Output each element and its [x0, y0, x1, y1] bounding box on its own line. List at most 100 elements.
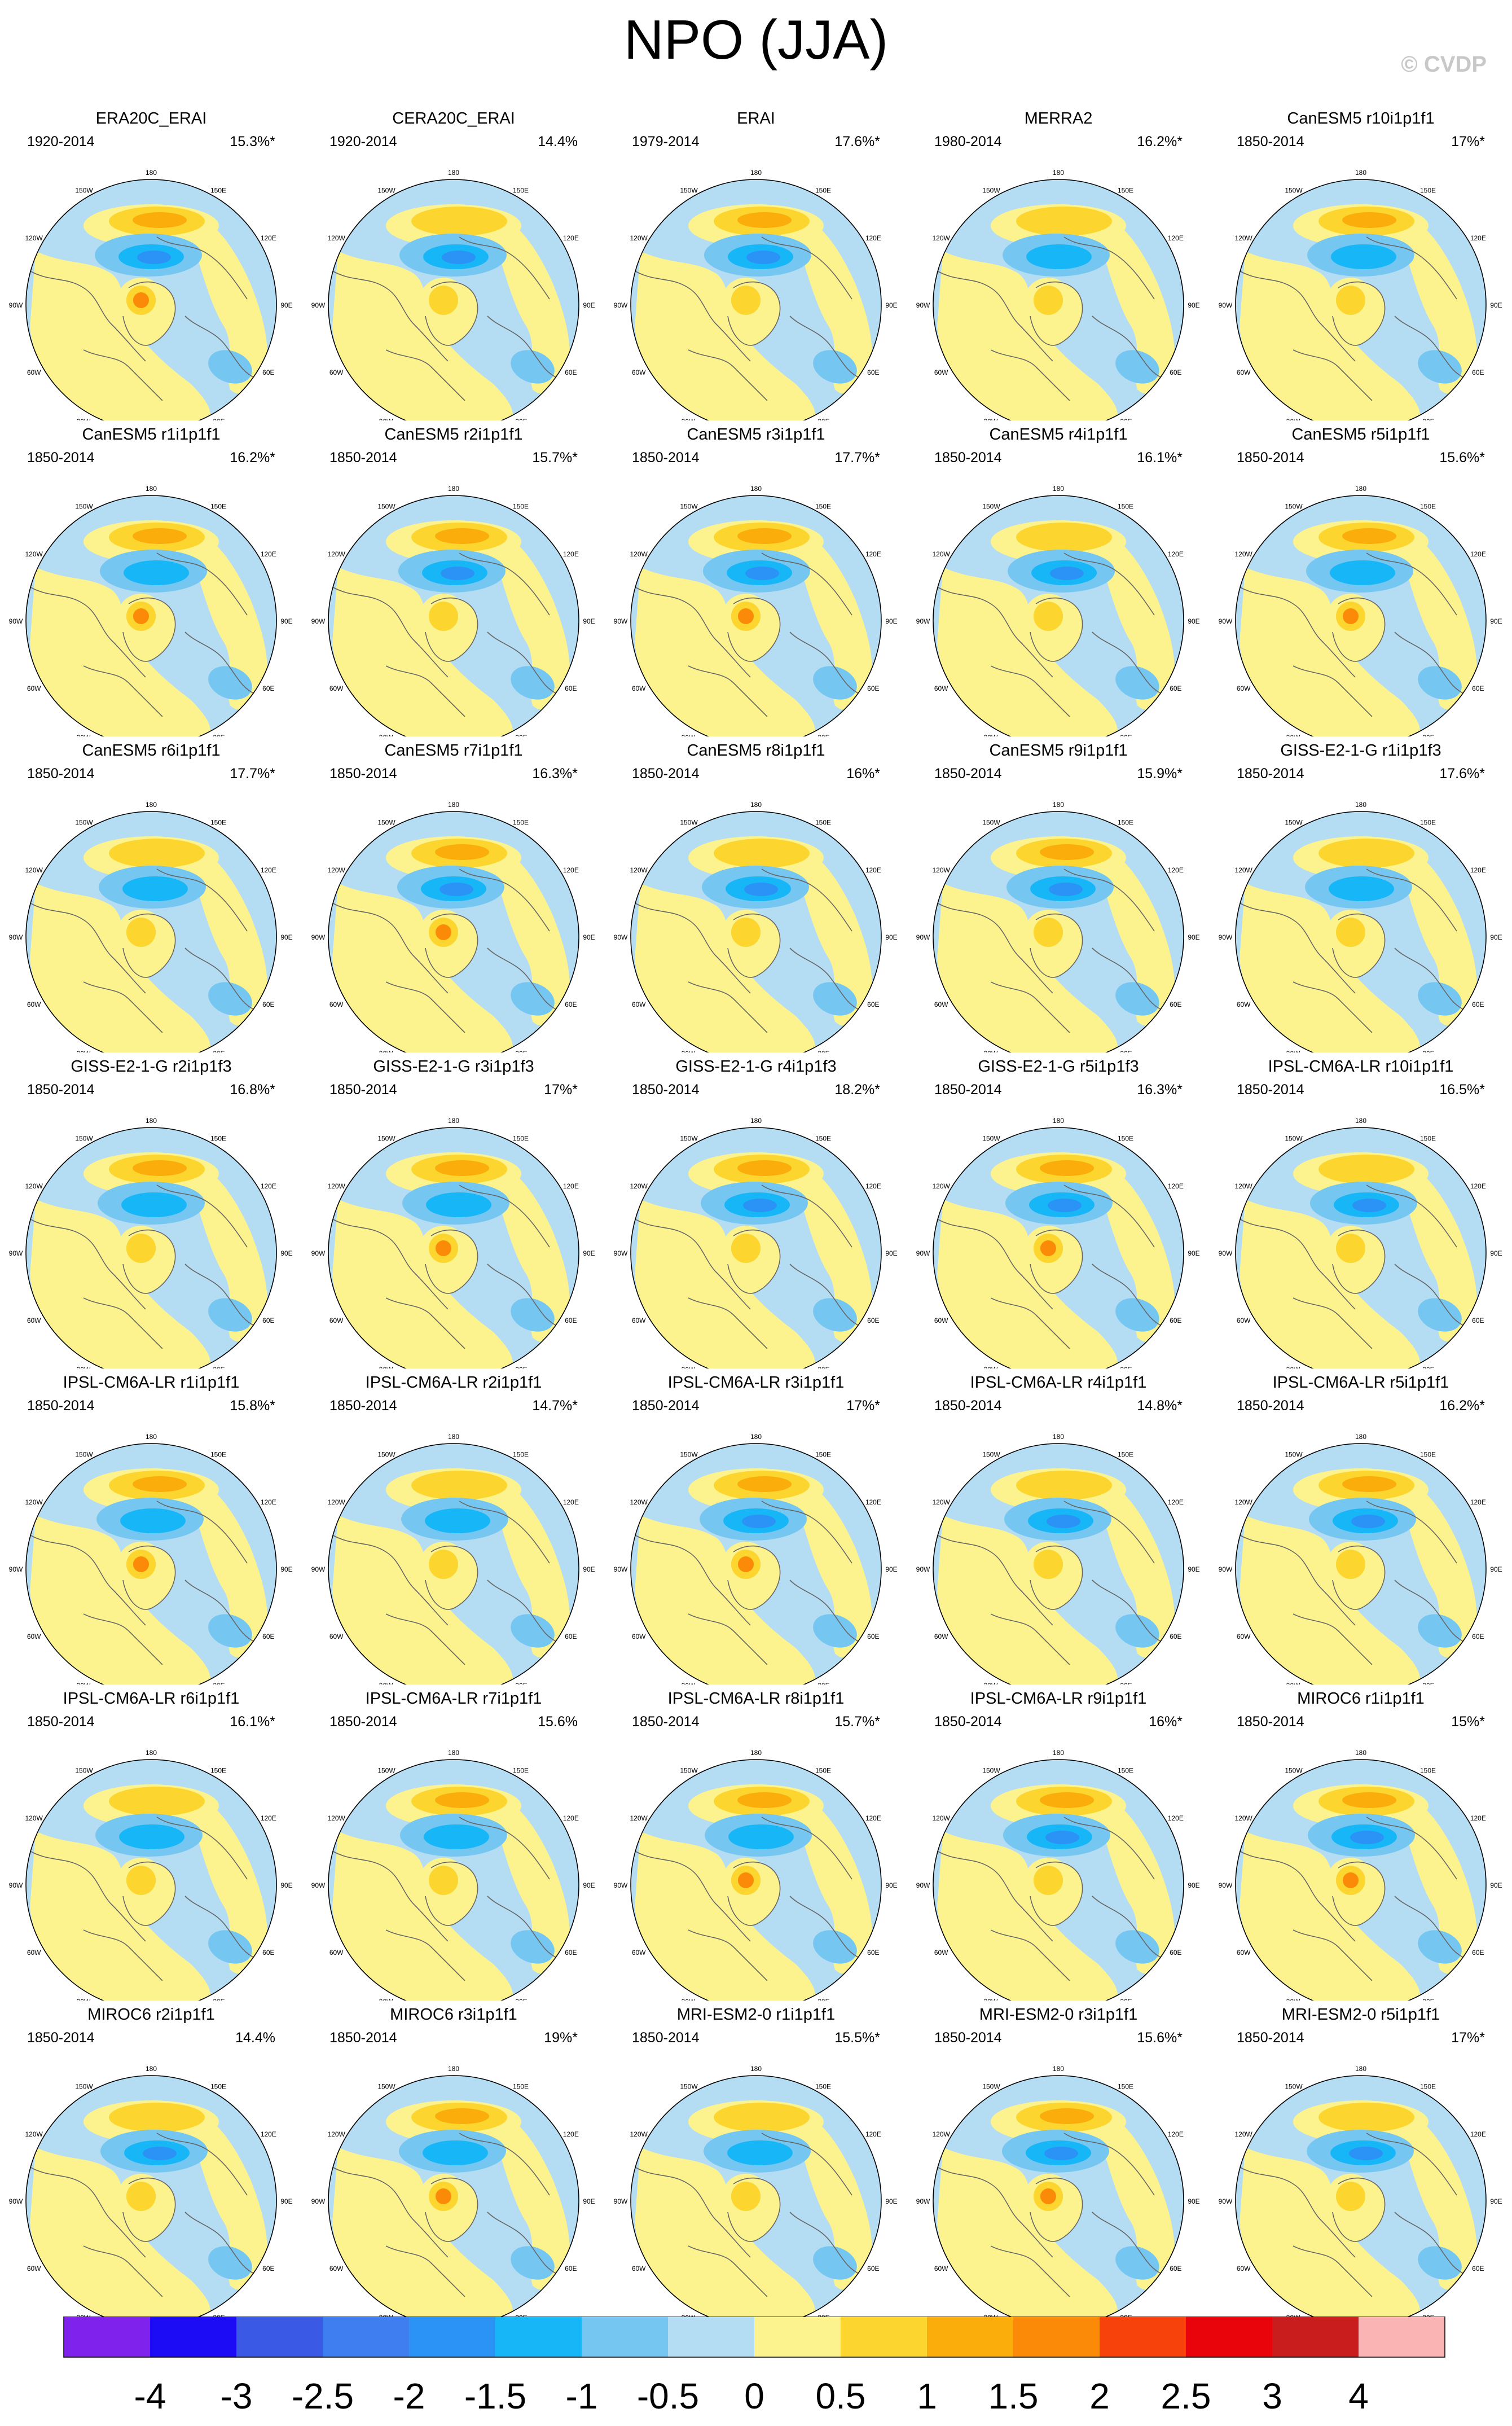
- longitude-label: 90E: [280, 933, 292, 941]
- polar-anomaly-lobe: [429, 1550, 458, 1579]
- longitude-label: 60W: [27, 685, 41, 692]
- coastline: [122, 1545, 176, 1610]
- longitude-label: 60W: [632, 1949, 646, 1956]
- positive-anomaly-lobe: [1318, 2103, 1414, 2132]
- panel-years: 1920-2014: [27, 134, 95, 150]
- longitude-label: 30W: [984, 1050, 998, 1052]
- longitude-label: 90W: [614, 1249, 628, 1257]
- polar-anomaly-core: [1040, 1240, 1056, 1256]
- positive-anomaly-core: [133, 1476, 187, 1492]
- positive-anomaly-region: [30, 251, 210, 420]
- polar-map: 180150W150E120W120E90W90E60W60E30W30E0: [1219, 2065, 1502, 2317]
- positive-anomaly-region: [797, 1479, 872, 1658]
- longitude-label: 180: [448, 801, 459, 809]
- map-panel: 180150W150E120W120E90W90E60W60E30W30E0IP…: [1210, 1052, 1512, 1368]
- longitude-label: 60W: [934, 2265, 948, 2273]
- longitude-label: 150E: [1420, 2083, 1436, 2091]
- positive-anomaly-lobe: [1318, 1155, 1414, 1184]
- positive-anomaly-region: [192, 1795, 267, 1974]
- longitude-label: 120E: [865, 866, 881, 874]
- polar-anomaly-core: [436, 2188, 451, 2204]
- colorbar-swatch: [927, 2317, 1014, 2357]
- longitude-label: 30W: [682, 418, 696, 420]
- map-border: [25, 1443, 277, 1684]
- coastline: [1092, 315, 1163, 379]
- coastline: [1366, 1817, 1457, 1880]
- positive-anomaly-region: [332, 883, 513, 1052]
- longitude-label: 120E: [261, 234, 276, 242]
- longitude-label: 30W: [682, 734, 696, 736]
- panel-variance-percent: 16.2%*: [1439, 1398, 1485, 1414]
- coastline: [1092, 2212, 1163, 2275]
- coastline: [1030, 597, 1083, 662]
- longitude-label: 150W: [1285, 187, 1303, 195]
- panel-years: 1850-2014: [27, 1398, 95, 1414]
- coastline: [459, 236, 550, 300]
- positive-anomaly-region: [937, 567, 1118, 736]
- coastline: [1063, 1185, 1155, 1248]
- longitude-label: 30E: [1422, 418, 1434, 420]
- coastline: [184, 1580, 256, 1643]
- negative-anomaly-lobe: [511, 982, 555, 1016]
- negative-anomaly-core: [426, 1192, 491, 1217]
- positive-anomaly-region: [30, 1515, 210, 1684]
- coastline: [937, 270, 1053, 362]
- coastline: [459, 552, 550, 616]
- longitude-label: 60E: [565, 1633, 577, 1640]
- longitude-label: 180: [146, 1117, 157, 1125]
- polar-anomaly-lobe: [1336, 918, 1365, 947]
- coastline: [184, 315, 256, 379]
- positive-anomaly-region: [494, 530, 570, 710]
- positive-anomaly-lobe: [1016, 207, 1112, 236]
- longitude-label: 150W: [680, 1135, 698, 1143]
- longitude-label: 150W: [75, 503, 93, 511]
- panel-title: ERAI: [737, 109, 775, 128]
- longitude-label: 90E: [1188, 2197, 1199, 2205]
- polar-anomaly-core: [1040, 2188, 1056, 2204]
- coastline: [487, 947, 559, 1011]
- longitude-label: 30W: [682, 2314, 696, 2317]
- negative-anomaly-lobe: [208, 2246, 252, 2280]
- coastline: [761, 236, 852, 300]
- longitude-label: 120W: [25, 234, 43, 242]
- longitude-label: 90W: [1219, 2197, 1233, 2205]
- negative-anomaly-lobe: [1418, 1614, 1462, 1648]
- map-panel: 180150W150E120W120E90W90E60W60E30W30E0CE…: [302, 104, 605, 420]
- longitude-label: 150E: [210, 187, 226, 195]
- longitude-label: 30E: [213, 418, 225, 420]
- longitude-label: 60E: [262, 1001, 274, 1008]
- positive-anomaly-region: [635, 1515, 815, 1684]
- positive-anomaly-region: [1099, 1479, 1175, 1658]
- colorbar-frame: [63, 2317, 1445, 2358]
- negative-anomaly-lobe: [1115, 1930, 1159, 1964]
- coastline: [1092, 947, 1163, 1011]
- longitude-label: 120W: [630, 234, 648, 242]
- longitude-label: 120W: [327, 234, 345, 242]
- longitude-label: 30W: [379, 1050, 393, 1052]
- longitude-label: 30E: [1120, 2314, 1132, 2317]
- negative-anomaly-lobe: [1115, 350, 1159, 384]
- positive-anomaly-region: [494, 214, 570, 394]
- longitude-label: 90E: [280, 1249, 292, 1257]
- coastline: [1239, 1534, 1356, 1626]
- colorbar-swatch: [1100, 2317, 1186, 2357]
- coastline: [425, 1861, 478, 1926]
- polar-map: 180150W150E120W120E90W90E60W60E30W30E0: [9, 485, 293, 736]
- longitude-label: 90E: [885, 1565, 897, 1573]
- map-panel: 180150W150E120W120E90W90E60W60E30W30E0MI…: [302, 2001, 605, 2317]
- map-panel: 180150W150E120W120E90W90E60W60E30W30E0GI…: [605, 1052, 907, 1368]
- longitude-label: 60W: [329, 368, 344, 376]
- longitude-label: 150W: [982, 819, 1000, 827]
- positive-anomaly-region: [635, 2147, 815, 2317]
- longitude-label: 180: [1355, 1433, 1366, 1441]
- panel-title: IPSL-CM6A-LR r9i1p1f1: [970, 1690, 1147, 1708]
- longitude-label: 30W: [1286, 2314, 1300, 2317]
- negative-anomaly-core: [424, 1824, 489, 1849]
- positive-anomaly-region: [635, 1831, 815, 2001]
- positive-anomaly-lobe: [109, 839, 205, 868]
- positive-anomaly-core: [1342, 1476, 1396, 1492]
- longitude-label: 120W: [327, 1182, 345, 1190]
- coastline: [425, 913, 478, 978]
- positive-anomaly-core: [435, 1792, 489, 1808]
- positive-anomaly-region: [1401, 1479, 1477, 1658]
